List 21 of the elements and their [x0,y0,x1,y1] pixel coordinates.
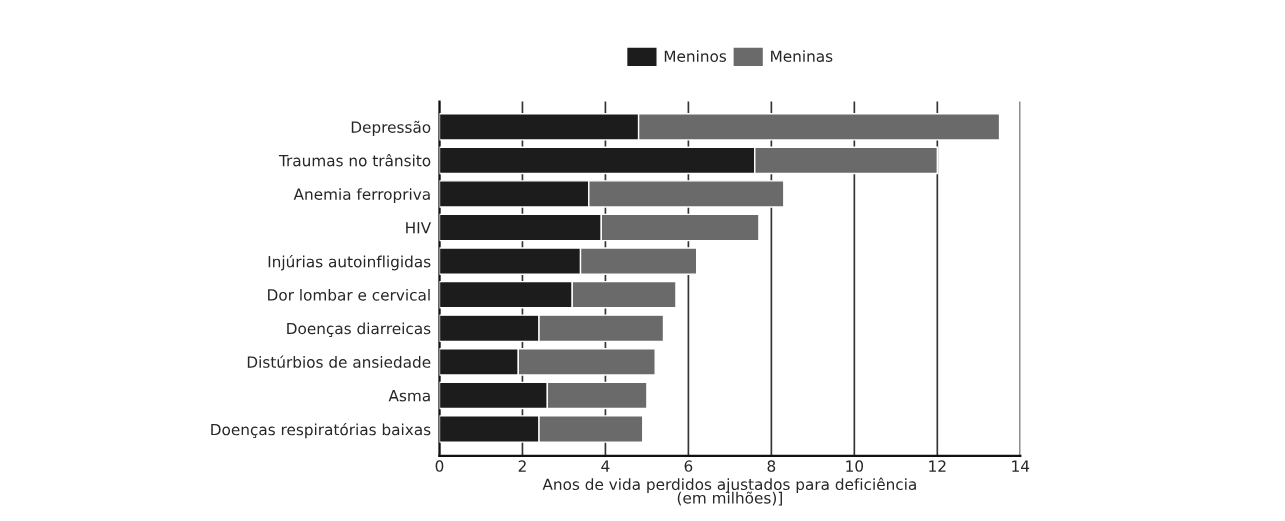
x-tick-label: 14 [1012,460,1030,472]
y-tick-label: Doenças respiratórias baixas [211,422,431,439]
x-tick-label: 8 [767,460,776,472]
x-tick-label: 12 [929,460,946,472]
y-tick-label: Injúrias autoinfligidas [268,255,431,271]
y-tick-label: Anemia ferropriva [293,188,430,203]
y-tick-label: Asma [388,390,430,402]
legend-label: Meninos [664,50,727,62]
y-tick-label: Depressão [351,120,431,136]
y-tick-label: Distúrbios de ansiedade [247,355,431,368]
x-tick-label: 4 [601,460,610,472]
x-tick-label: 2 [518,460,526,472]
x-tick-label: 10 [846,460,864,472]
legend-label: Meninas [771,50,833,62]
x-tick-label: 0 [435,460,444,472]
x-axis-title: Anos de vida perdidos ajustados para deficiência (em milhões)] [542,477,916,506]
y-tick-label: Doenças diarreicas [287,322,431,338]
x-tick-label: 6 [684,460,693,472]
y-tick-label: Dor lombar e cervical [268,288,430,301]
y-tick-label: Traumas no trânsito [278,153,431,167]
y-tick-label: HIV [406,222,432,234]
